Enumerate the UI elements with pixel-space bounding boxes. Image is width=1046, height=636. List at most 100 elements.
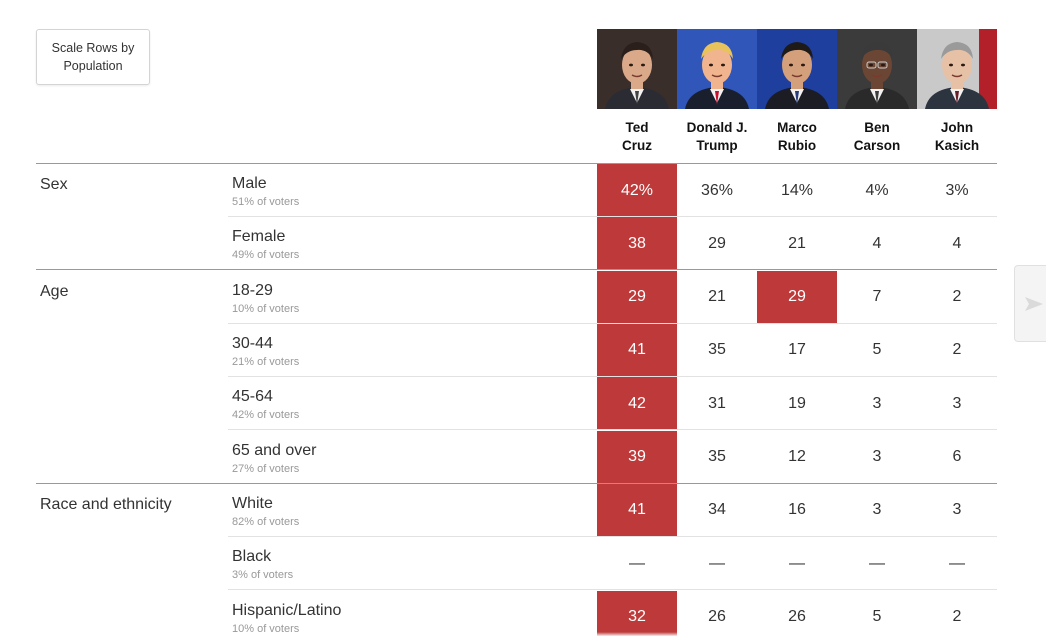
value-cell: 4	[872, 234, 882, 252]
row-divider	[228, 322, 997, 324]
table-top-rule	[36, 163, 997, 164]
row-label: Female	[232, 228, 286, 246]
value-cell: 6	[952, 448, 962, 466]
table-row: 65 and over 27% of voters 39 35 12 3 6	[36, 430, 997, 484]
table-row: Hispanic/Latino 10% of voters 32 26 26 5 2	[36, 590, 997, 636]
table-row: Sex Male 51% of voters 42% 36% 14% 4% 3%	[36, 164, 997, 217]
winner-cell: 41	[597, 323, 677, 377]
winner-cell: 32	[597, 590, 677, 636]
value-cell: 19	[788, 394, 806, 412]
row-voter-share: 21% of voters	[232, 355, 300, 368]
value-cell: 3%	[945, 181, 969, 199]
value-cell: 17	[788, 341, 806, 359]
value-cell: 36%	[700, 181, 734, 199]
ted-cruz-photo	[597, 29, 677, 109]
next-panel-button[interactable]	[1014, 265, 1046, 342]
row-label: Hispanic/Latino	[232, 601, 342, 619]
value-cell: 3	[872, 394, 882, 412]
value-cell: 35	[708, 448, 726, 466]
candidate-name: Ben Carson	[853, 120, 901, 153]
row-divider	[36, 269, 997, 271]
candidate-name: Ted Cruz	[622, 120, 652, 153]
row-label: 45-64	[232, 388, 273, 406]
value-cell: 2	[952, 608, 962, 626]
next-arrow-icon	[1025, 296, 1043, 311]
row-divider	[228, 535, 997, 537]
winner-cell: 41	[597, 483, 677, 537]
john-kasich-photo	[917, 29, 997, 109]
row-label: White	[232, 494, 273, 512]
row-label: 18-29	[232, 281, 273, 299]
candidate-name: John Kasich	[934, 120, 980, 153]
row-divider	[228, 429, 997, 431]
row-voter-share: 10% of voters	[232, 622, 300, 635]
value-cell: 26	[788, 608, 806, 626]
candidate-column-header: Ben Carson	[837, 29, 917, 155]
candidate-name: Donald J. Trump	[686, 120, 748, 153]
row-voter-share: 27% of voters	[232, 462, 300, 475]
candidate-name: Marco Rubio	[777, 120, 817, 153]
value-cell: 26	[708, 608, 726, 626]
group-label: Race and ethnicity	[40, 495, 172, 513]
group-label: Sex	[40, 176, 68, 193]
candidate-column-header: John Kasich	[917, 29, 997, 155]
table-row: 30-44 21% of voters 41 35 17 5 2	[36, 323, 997, 377]
value-cell: 4	[952, 234, 962, 252]
value-cell: 34	[708, 501, 726, 519]
ben-carson-photo	[837, 29, 917, 109]
value-cell: 3	[952, 394, 962, 412]
value-cell: 3	[952, 501, 962, 519]
value-cell: 21	[708, 288, 726, 306]
table-row: 45-64 42% of voters 42 31 19 3 3	[36, 377, 997, 431]
row-divider	[228, 216, 997, 217]
value-cell: —	[789, 554, 805, 572]
table-row: Black 3% of voters — — — — —	[36, 537, 997, 591]
row-voter-share: 10% of voters	[232, 302, 300, 315]
value-cell: 2	[952, 341, 962, 359]
value-cell: 3	[872, 448, 882, 466]
scale-rows-button[interactable]: Scale Rows by Population	[36, 29, 150, 85]
marco-rubio-photo	[757, 29, 837, 109]
donald-trump-photo	[677, 29, 757, 109]
value-cell: 29	[708, 234, 726, 252]
row-divider	[36, 482, 997, 484]
value-cell: 35	[708, 341, 726, 359]
value-cell: —	[949, 554, 965, 572]
winner-cell: 42	[597, 377, 677, 431]
value-cell: 12	[788, 448, 806, 466]
value-cell: 3	[872, 501, 882, 519]
value-cell: 14%	[780, 181, 814, 199]
row-voter-share: 3% of voters	[232, 569, 294, 582]
table-row: Female 49% of voters 38 29 21 4 4	[36, 217, 997, 271]
row-label: 65 and over	[232, 441, 317, 459]
value-cell: —	[629, 554, 645, 572]
row-voter-share: 42% of voters	[232, 409, 300, 422]
winner-cell: 39	[597, 430, 677, 484]
winner-cell: 38	[597, 217, 677, 271]
value-cell: —	[709, 554, 725, 572]
winner-cell: 42%	[597, 164, 677, 217]
row-label: Black	[232, 548, 272, 566]
table-row: Race and ethnicity White 82% of voters 41 34…	[36, 483, 997, 537]
value-cell: 7	[872, 288, 882, 306]
row-voter-share: 49% of voters	[232, 249, 300, 262]
value-cell: —	[869, 554, 885, 572]
row-divider	[228, 589, 997, 591]
row-voter-share: 82% of voters	[232, 515, 300, 528]
candidate-column-header: Ted Cruz	[597, 29, 677, 155]
table-row: Age 18-29 10% of voters 29 21 29 7 2	[36, 270, 997, 324]
winner-cell: 29	[757, 270, 837, 324]
candidate-column-header: Marco Rubio	[757, 29, 837, 155]
value-cell: 31	[708, 394, 726, 412]
group-label: Age	[40, 282, 69, 300]
value-cell: 2	[952, 288, 962, 306]
row-label: Male	[232, 175, 267, 192]
winner-cell: 29	[597, 270, 677, 324]
value-cell: 4%	[865, 181, 889, 199]
row-divider	[228, 375, 997, 377]
row-voter-share: 51% of voters	[232, 196, 300, 208]
row-label: 30-44	[232, 334, 273, 352]
value-cell: 5	[872, 341, 882, 359]
value-cell: 21	[788, 234, 806, 252]
value-cell: 5	[872, 608, 882, 626]
